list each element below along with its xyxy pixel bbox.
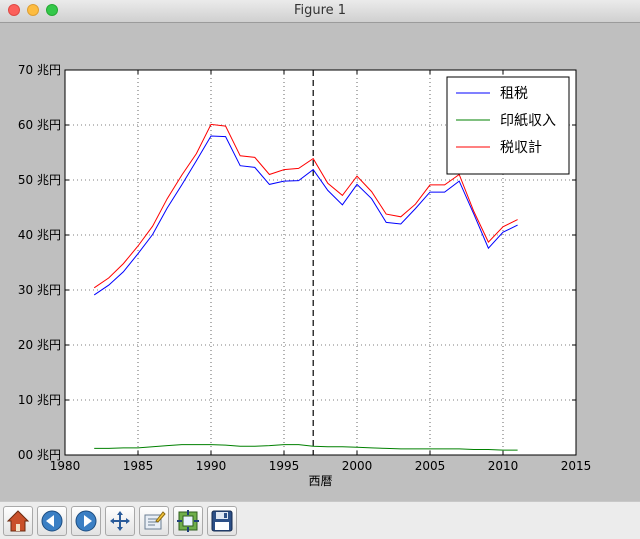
forward-button[interactable] [71, 506, 101, 536]
close-window-button[interactable] [8, 4, 20, 16]
x-tick-label: 1980 [50, 459, 81, 473]
line-chart[interactable]: 1980 1985 1990 1995 2000 2005 2010 2015 00 兆円 10 … [0, 23, 640, 501]
y-tick-label: 60 兆円 [18, 118, 61, 132]
zoom-button[interactable] [139, 506, 169, 536]
home-icon [6, 510, 30, 532]
series-line-1 [94, 444, 518, 451]
y-tick-label: 40 兆円 [18, 228, 61, 242]
window-titlebar: Figure 1 [0, 0, 640, 23]
forward-arrow-icon [75, 510, 97, 532]
zoom-rect-icon [144, 511, 166, 530]
x-tick-label: 1990 [196, 459, 227, 473]
x-tick-label: 1985 [123, 459, 154, 473]
plot-frame [64, 69, 577, 456]
legend-label-2: 税収計 [500, 140, 542, 156]
x-tick-label: 1995 [269, 459, 300, 473]
back-arrow-icon [41, 510, 63, 532]
series-line-0 [93, 135, 518, 296]
x-axis-label: 西暦 [308, 474, 332, 488]
y-tick-label: 50 兆円 [18, 173, 61, 187]
move-icon [110, 511, 130, 531]
subplots-icon [177, 510, 199, 532]
pan-button[interactable] [105, 506, 135, 536]
window-title: Figure 1 [293, 3, 347, 18]
y-tick-label: 10 兆円 [18, 393, 61, 407]
minimize-window-button[interactable] [27, 4, 39, 16]
x-tick-label: 2005 [415, 459, 446, 473]
y-tick-label: 20 兆円 [18, 338, 61, 352]
x-tick-label: 2015 [561, 459, 592, 473]
legend-label-1: 印紙収入 [500, 113, 556, 129]
back-button[interactable] [37, 506, 67, 536]
legend-label-0: 租税 [500, 86, 528, 102]
y-tick-label: 30 兆円 [18, 283, 61, 297]
navigation-toolbar [0, 501, 640, 539]
y-tick-label: 00 兆円 [18, 448, 61, 462]
floppy-icon [211, 510, 233, 532]
maximize-window-button[interactable] [46, 4, 58, 16]
x-tick-label: 2010 [488, 459, 519, 473]
figure-canvas[interactable]: 1980 1985 1990 1995 2000 2005 2010 2015 00 兆円 10 … [0, 23, 640, 501]
series-line-2 [93, 123, 518, 289]
save-button[interactable] [207, 506, 237, 536]
home-button[interactable] [3, 506, 33, 536]
window-controls [8, 4, 58, 16]
y-tick-label: 70 兆円 [18, 63, 61, 77]
subplots-button[interactable] [173, 506, 203, 536]
x-tick-label: 2000 [342, 459, 373, 473]
